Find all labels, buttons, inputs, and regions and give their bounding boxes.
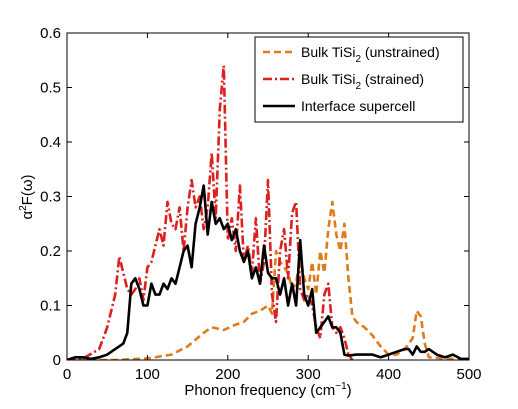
y-tick-label: 0 (53, 352, 61, 369)
legend-label-3: Interface supercell (301, 98, 415, 114)
y-tick-label: 0.5 (40, 80, 61, 97)
y-tick-label: 0.3 (40, 189, 61, 206)
series-line-3 (67, 184, 469, 360)
legend-label-1: Bulk TiSi2 (unstrained) (301, 44, 440, 65)
x-tick-label: 0 (63, 366, 71, 383)
x-tick-label: 400 (376, 366, 401, 383)
y-tick-label: 0.6 (40, 25, 61, 42)
y-axis-title: α2F(ω) (18, 174, 36, 219)
y-tick-label: 0.1 (40, 298, 61, 315)
x-tick-label: 300 (296, 366, 321, 383)
x-axis-title: Phonon frequency (cm−1) (184, 381, 351, 399)
y-tick-label: 0.2 (40, 243, 61, 260)
y-tick-label: 0.4 (40, 134, 61, 151)
x-tick-label: 100 (135, 366, 160, 383)
legend-label-2: Bulk TiSi2 (strained) (301, 71, 424, 92)
x-tick-label: 200 (215, 366, 240, 383)
x-tick-label: 500 (456, 366, 481, 383)
